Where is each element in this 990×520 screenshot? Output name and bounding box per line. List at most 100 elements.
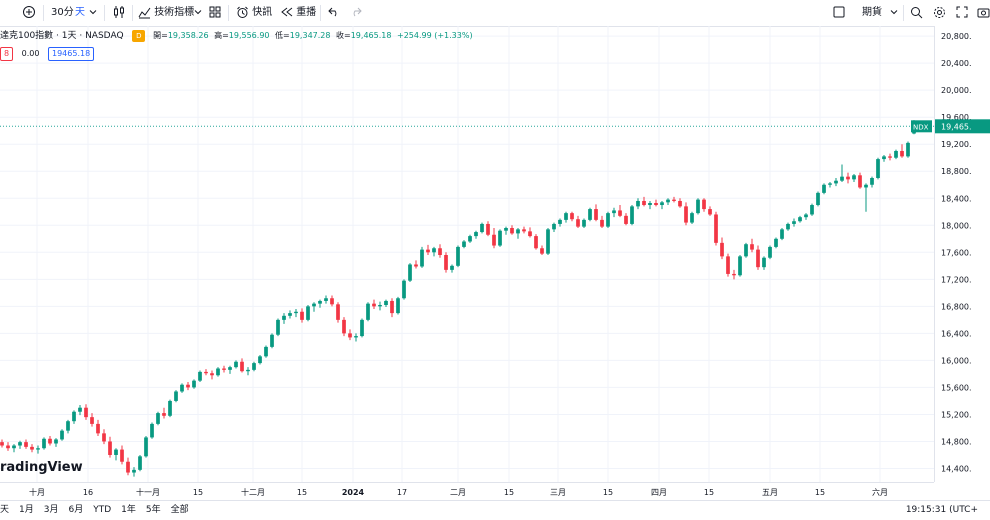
candle [582,218,586,228]
range-button[interactable]: 全部 [170,505,189,515]
futures-dropdown-button[interactable] [890,0,898,26]
candle-body [516,229,520,234]
candle-body [342,319,346,334]
candle-body [42,438,46,449]
candle [840,164,844,183]
candle [354,333,358,342]
candle [534,234,538,250]
candle [486,221,490,237]
candle [576,215,580,228]
candle-body [588,209,592,220]
candle-body [738,256,742,276]
candle [450,264,454,273]
candle-body [444,255,448,270]
top-toolbar: 30分 天 技術指標 快訊 重播 期貨 [0,0,990,27]
range-button[interactable]: YTD [93,505,112,515]
close-label: 收= [336,31,351,40]
undo-button[interactable] [328,0,340,26]
candle-body [72,411,76,422]
interval-30m-button[interactable]: 30分 [51,7,74,18]
snapshot-button[interactable] [977,0,990,26]
candle [348,329,352,341]
range-button[interactable]: 5年 [145,505,161,515]
zoom-button[interactable] [910,0,923,26]
candle-body [852,175,856,180]
candle [6,442,10,451]
candle [264,345,268,358]
indicators-button[interactable]: 技術指標 [138,0,194,26]
toolbar-divider [320,5,321,21]
indicators-dropdown-button[interactable] [194,0,202,26]
candle-body [576,219,580,227]
candle [114,448,118,461]
candle [606,211,610,228]
candle [210,370,214,380]
time-axis[interactable]: 十月 16 十一月 15 十二月 15 2024 17 二月 15 三月 15 四月 15 五月 15 六月 [0,482,934,501]
layouts-button[interactable] [209,0,221,26]
candle-body [666,199,670,203]
candle-body [552,223,556,230]
candle [690,211,694,224]
redo-button[interactable] [350,0,362,26]
fullscreen-button[interactable] [956,0,968,26]
candle [738,255,742,277]
candle-body [870,178,874,185]
sell-price-box[interactable]: 8 [0,47,14,61]
candle [126,457,130,476]
settings-button[interactable] [933,0,946,26]
candle [42,437,46,450]
open-value: 19,358.26 [167,31,209,40]
symbol-title[interactable]: 達克100指數 · 1天 · NASDAQ [0,31,124,41]
candle-body [720,242,724,257]
candle-body [468,236,472,242]
price-axis[interactable]: 20,800. 20,400. 20,000. 19,600. 19,200. 18,80… [934,26,990,482]
add-symbol-button[interactable] [22,0,36,26]
candle [270,333,274,349]
candle-body [648,202,652,206]
candle [204,369,208,376]
candle-body [252,363,256,370]
range-button[interactable]: 6月 [68,505,84,515]
camera-icon [977,7,990,18]
alert-button[interactable]: 快訊 [236,0,272,26]
futures-button[interactable]: 期貨 [862,7,882,18]
price-tick-label: 20,800. [941,32,972,41]
candle [804,213,808,220]
candle-body [378,305,382,307]
candle-body [432,248,436,253]
market-status-badge: D [132,30,146,42]
time-tick-label: 15 [603,488,613,497]
range-button[interactable]: 3月 [43,505,59,515]
indicators-label: 技術指標 [154,7,195,18]
candle-body [24,442,28,447]
clock-readout[interactable]: 19:15:31 (UTC+ [905,505,978,515]
range-button[interactable]: 天 [0,505,10,515]
candle [456,245,460,268]
candle-body [894,150,898,158]
interval-day-button[interactable]: 天 [75,7,85,18]
bottom-bar: 天 1月 3月 6月 YTD 1年 5年 全部 19:15:31 (UTC+ [0,500,990,520]
chart-type-button[interactable] [112,0,126,26]
price-chart[interactable]: NDX [0,26,934,482]
candle [306,305,310,322]
replay-button[interactable]: 重播 [281,0,316,26]
fullscreen-toggle-button[interactable] [833,0,845,26]
candle-body [420,249,424,267]
interval-dropdown-button[interactable] [89,0,97,26]
candle-body [642,200,646,206]
candle [24,439,28,449]
range-button[interactable]: 1年 [121,505,136,515]
candle-body [822,184,826,193]
candle [66,419,70,434]
candle-body [102,433,106,442]
buy-price-box[interactable]: 19465.18 [48,47,95,61]
candle-body [876,159,880,178]
candle-body [702,199,706,210]
candle-body [558,219,562,224]
candle [540,245,544,256]
candle [36,445,40,454]
candle-body [18,442,22,446]
candle [414,260,418,269]
candle [168,399,172,418]
range-button[interactable]: 1月 [19,505,34,515]
